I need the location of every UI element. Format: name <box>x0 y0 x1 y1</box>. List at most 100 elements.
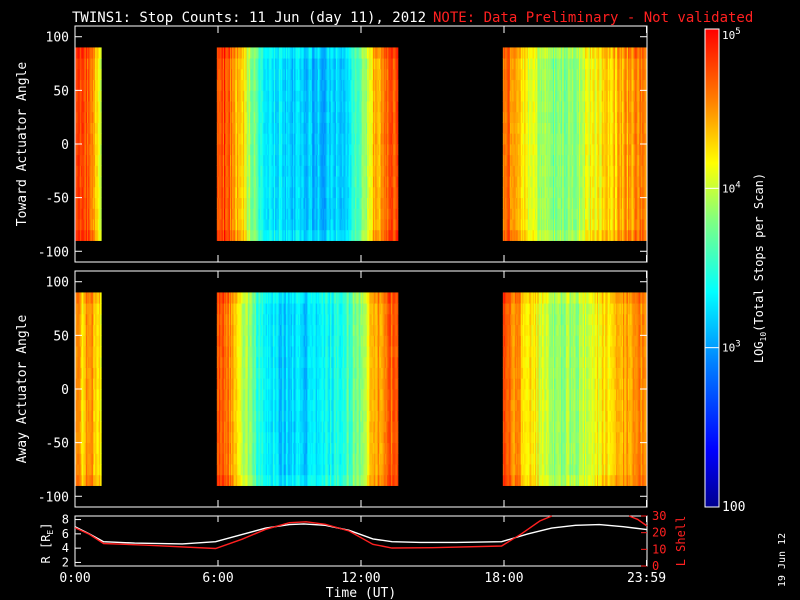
heatmap-cell <box>319 165 321 177</box>
heatmap-cell <box>586 219 588 231</box>
heatmap-cell <box>228 79 231 91</box>
heatmap-cell <box>596 229 599 241</box>
heatmap-cell <box>607 208 610 220</box>
heatmap-cell <box>343 229 345 241</box>
heatmap-cell <box>240 186 243 199</box>
heatmap-cell <box>533 144 536 156</box>
heatmap-cell <box>88 133 90 145</box>
heatmap-cell <box>290 229 293 241</box>
heatmap-cell <box>505 122 507 134</box>
heatmap-cell <box>612 176 615 188</box>
heatmap-cell <box>337 197 339 209</box>
heatmap-cell <box>375 79 377 91</box>
heatmap-cell <box>222 176 225 188</box>
heatmap-cell <box>254 154 257 166</box>
heatmap-cell <box>319 144 321 156</box>
heatmap-cell <box>276 197 278 209</box>
heatmap-cell <box>92 208 95 220</box>
heatmap-cell <box>607 111 610 123</box>
heatmap-cell <box>310 58 313 70</box>
heatmap-cell <box>80 101 83 113</box>
heatmap-cell <box>355 219 357 231</box>
heatmap-cell <box>316 133 319 145</box>
heatmap-cell <box>363 229 365 241</box>
heatmap-cell <box>583 197 586 209</box>
heatmap-cell <box>382 176 385 188</box>
heatmap-cell <box>539 122 542 134</box>
heatmap-cell <box>621 144 624 156</box>
heatmap-cell <box>388 101 390 113</box>
heatmap-cell <box>274 101 276 113</box>
heatmap-cell <box>599 219 601 231</box>
heatmap-cell <box>257 133 259 145</box>
heatmap-cell <box>307 79 309 91</box>
heatmap-cell <box>549 122 551 134</box>
heatmap-cell <box>356 197 358 209</box>
heatmap-cell <box>330 229 332 241</box>
heatmap-cell <box>325 90 327 102</box>
heatmap-cell <box>260 219 263 231</box>
heatmap-cell <box>378 47 381 59</box>
heatmap-cell <box>523 68 525 81</box>
heatmap-cell <box>520 68 523 81</box>
heatmap-cell <box>95 229 97 241</box>
heatmap-cell <box>275 58 277 70</box>
heatmap-cell <box>344 133 346 145</box>
heatmap-cell <box>562 219 564 231</box>
heatmap-cell <box>542 208 544 220</box>
heatmap-cell <box>334 197 337 209</box>
heatmap-cell <box>505 133 507 145</box>
heatmap-cell <box>391 90 394 102</box>
heatmap-cell <box>365 197 368 209</box>
heatmap-cell <box>356 79 358 91</box>
heatmap-cell <box>518 208 520 220</box>
heatmap-cell <box>304 144 307 156</box>
heatmap-cell <box>383 58 386 70</box>
heatmap-cell <box>321 101 324 113</box>
heatmap-cell <box>100 176 102 188</box>
heatmap-cell <box>505 144 507 156</box>
heatmap-cell <box>554 68 556 81</box>
heatmap-cell <box>618 90 620 102</box>
heatmap-cell <box>259 79 262 91</box>
heatmap-cell <box>515 122 518 134</box>
heatmap-cell <box>533 111 536 123</box>
heatmap-cell <box>287 208 289 220</box>
heatmap-cell <box>89 229 91 241</box>
heatmap-cell <box>530 144 532 156</box>
heatmap-cell <box>512 68 514 81</box>
heatmap-cell <box>527 176 530 188</box>
heatmap-cell <box>617 176 619 188</box>
heatmap-cell <box>264 68 267 81</box>
heatmap-cell <box>281 197 283 209</box>
heatmap-cell <box>519 58 522 70</box>
heatmap-cell <box>218 68 220 81</box>
heatmap-cell <box>319 122 321 134</box>
heatmap-cell <box>556 133 559 145</box>
heatmap-cell <box>96 101 99 113</box>
heatmap-cell <box>258 133 261 145</box>
heatmap-cell <box>571 47 574 59</box>
heatmap-cell <box>362 47 364 59</box>
heatmap-cell <box>606 229 609 241</box>
heatmap-cell <box>254 122 257 134</box>
heatmap-cell <box>355 101 357 113</box>
heatmap-cell <box>254 79 257 91</box>
heatmap-cell <box>98 176 101 188</box>
heatmap-cell <box>339 165 342 177</box>
heatmap-cell <box>283 90 286 102</box>
heatmap-cell <box>582 165 585 177</box>
heatmap-cell <box>506 186 508 199</box>
heatmap-cell <box>334 229 337 241</box>
heatmap-cell <box>294 58 296 70</box>
heatmap-cell <box>529 90 531 102</box>
heatmap-cell <box>278 229 281 241</box>
heatmap-cell <box>270 101 273 113</box>
heatmap-cell <box>594 186 597 199</box>
heatmap-cell <box>570 208 573 220</box>
heatmap-cell <box>394 176 396 188</box>
heatmap-cell <box>523 90 525 102</box>
heatmap-cell <box>610 58 612 70</box>
heatmap-cell <box>271 101 274 113</box>
heatmap-cell <box>338 133 340 145</box>
